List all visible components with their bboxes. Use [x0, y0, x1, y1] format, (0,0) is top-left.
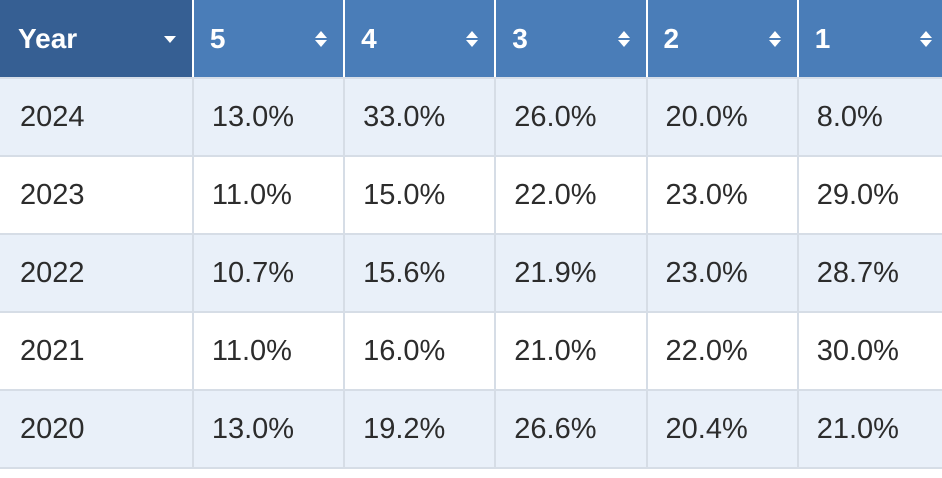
sort-icon[interactable] — [767, 29, 783, 49]
percent-cell: 10.7% — [192, 234, 346, 313]
column-header-label: 1 — [814, 22, 831, 54]
column-header-score-4[interactable]: 4 — [344, 0, 497, 79]
table-row: 2023 11.0% 15.0% 22.0% 23.0% 29.0% — [0, 156, 942, 235]
percent-cell: 29.0% — [797, 156, 942, 235]
year-cell: 2024 — [0, 78, 194, 157]
column-header-score-1[interactable]: 1 — [797, 0, 942, 79]
percent-cell: 8.0% — [797, 78, 942, 157]
percent-cell: 11.0% — [192, 312, 346, 391]
sort-icon[interactable] — [464, 29, 480, 49]
percent-cell: 20.0% — [646, 78, 799, 157]
year-cell: 2021 — [0, 312, 194, 391]
sort-icon[interactable] — [313, 29, 329, 49]
table-row: 2022 10.7% 15.6% 21.9% 23.0% 28.7% — [0, 234, 942, 313]
sort-icon[interactable] — [918, 29, 934, 49]
column-header-label: Year — [18, 22, 78, 54]
year-cell: 2023 — [0, 156, 194, 235]
table-header-row: Year 5 4 — [0, 0, 942, 79]
percent-cell: 19.2% — [344, 390, 497, 469]
year-cell: 2022 — [0, 234, 194, 313]
column-header-label: 3 — [512, 22, 528, 54]
percent-cell: 16.0% — [344, 312, 497, 391]
column-header-year[interactable]: Year — [0, 0, 194, 79]
column-header-score-3[interactable]: 3 — [495, 0, 648, 79]
percent-cell: 21.9% — [495, 234, 648, 313]
percent-cell: 28.7% — [797, 234, 942, 313]
column-header-score-2[interactable]: 2 — [646, 0, 799, 79]
sort-icon[interactable] — [616, 29, 632, 49]
column-header-score-5[interactable]: 5 — [192, 0, 346, 79]
percent-cell: 22.0% — [646, 312, 799, 391]
percent-cell: 15.0% — [344, 156, 497, 235]
percent-cell: 22.0% — [495, 156, 648, 235]
percent-cell: 13.0% — [192, 390, 346, 469]
percent-cell: 23.0% — [646, 156, 799, 235]
percent-cell: 33.0% — [344, 78, 497, 157]
percent-cell: 26.6% — [495, 390, 648, 469]
percent-cell: 11.0% — [192, 156, 346, 235]
table-row: 2024 13.0% 33.0% 26.0% 20.0% 8.0% — [0, 78, 942, 157]
percent-cell: 21.0% — [797, 390, 942, 469]
percent-cell: 20.4% — [646, 390, 799, 469]
table-row: 2021 11.0% 16.0% 21.0% 22.0% 30.0% — [0, 312, 942, 391]
percent-cell: 13.0% — [192, 78, 346, 157]
column-header-label: 2 — [663, 22, 680, 54]
percent-cell: 15.6% — [344, 234, 497, 313]
column-header-label: 5 — [209, 22, 226, 54]
column-header-label: 4 — [361, 22, 377, 54]
dropdown-caret-icon[interactable] — [162, 29, 178, 49]
percent-cell: 23.0% — [646, 234, 799, 313]
percent-cell: 21.0% — [495, 312, 648, 391]
percent-cell: 26.0% — [495, 78, 648, 157]
year-cell: 2020 — [0, 390, 194, 469]
table-row: 2020 13.0% 19.2% 26.6% 20.4% 21.0% — [0, 390, 942, 469]
percent-cell: 30.0% — [797, 312, 942, 391]
